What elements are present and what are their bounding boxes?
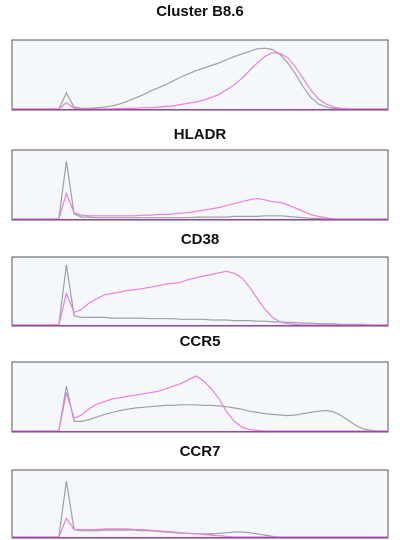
histogram-line bbox=[13, 191, 387, 220]
panel-title: Cluster B8.6 bbox=[156, 3, 244, 20]
panel-title: CCR5 bbox=[180, 333, 221, 350]
panel-box bbox=[11, 149, 389, 221]
histogram-line bbox=[13, 265, 387, 326]
histogram-line bbox=[13, 161, 387, 220]
panel-box bbox=[11, 469, 389, 539]
histogram-line bbox=[13, 47, 387, 110]
panel-title: HLADR bbox=[174, 126, 227, 143]
panel-title: CCR7 bbox=[180, 443, 221, 460]
panel-title: CD38 bbox=[181, 231, 219, 248]
histogram-line bbox=[13, 52, 387, 110]
histogram-line bbox=[13, 386, 387, 432]
panel-box bbox=[11, 361, 389, 433]
panel-box bbox=[11, 256, 389, 327]
panel-box bbox=[11, 39, 389, 111]
